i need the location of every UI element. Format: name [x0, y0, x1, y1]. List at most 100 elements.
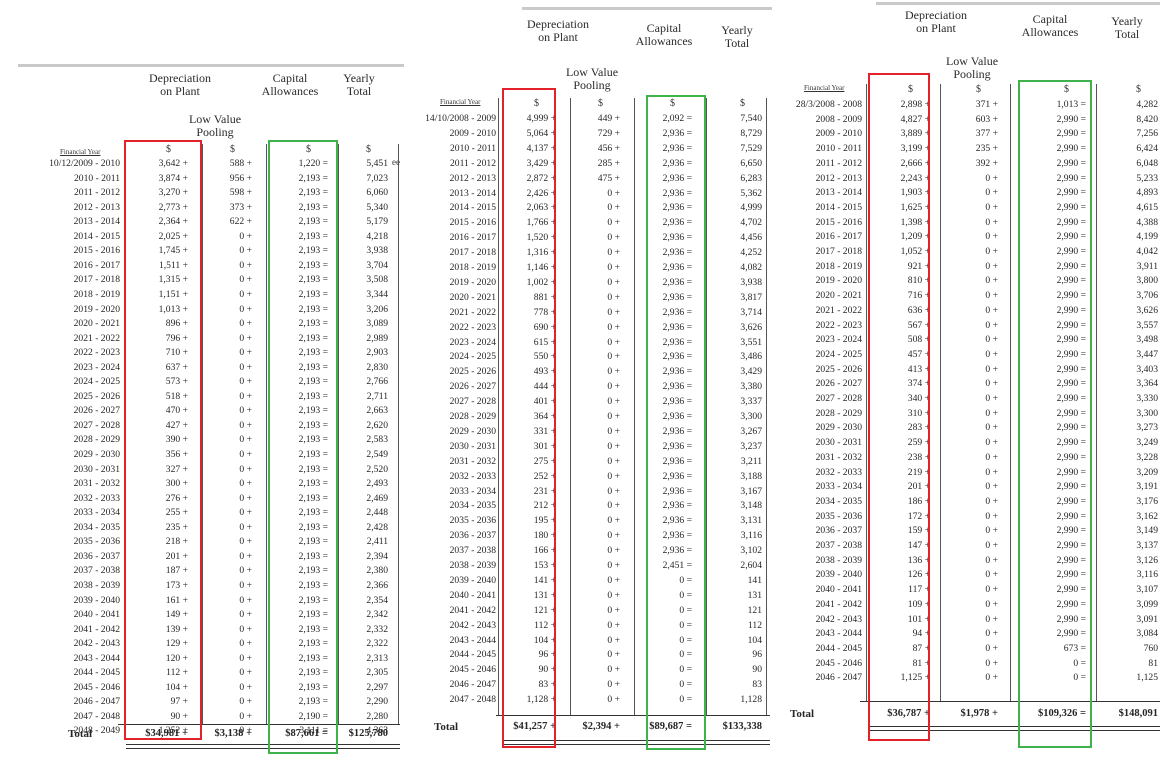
capital-cell: 2,193 =: [298, 303, 328, 315]
capital-cell: 2,193 =: [298, 230, 328, 242]
capital-cell: 2,936 =: [662, 306, 692, 318]
capital-cell: 2,193 =: [298, 245, 328, 257]
yearly-total-cell: 4,615: [1136, 201, 1158, 213]
depreciation-highlight-box: [124, 140, 202, 740]
capital-cell: 2,990 =: [1056, 143, 1086, 155]
table-row: 2048 - 2049 1,252 + 0 + 3,111 = 4,363: [0, 725, 400, 740]
low-value-heading: Low Value Pooling: [188, 112, 242, 139]
depreciation-cell: 131 +: [533, 589, 556, 601]
depreciation-cell: 716 +: [907, 290, 930, 302]
year-cell: 2032 - 2033: [815, 466, 862, 478]
table-row: 2023 - 2024 615 + 0 + 2,936 = 3,551: [400, 337, 800, 352]
capital-cell: 2,990 =: [1056, 628, 1086, 640]
yearly-total-cell: 4,218: [366, 230, 388, 242]
column-rule: [202, 144, 203, 724]
low-value-cell: 0 +: [985, 422, 998, 434]
yearly-total-cell: 4,702: [740, 217, 762, 229]
currency-symbol: $: [670, 98, 675, 109]
table-row: 2027 - 2028 401 + 0 + 2,936 = 3,337: [400, 396, 800, 411]
double-rule: [126, 744, 400, 749]
yearly-total-cell: 3,508: [366, 274, 388, 286]
year-cell: 2030 - 2031: [449, 440, 496, 452]
table-row: 2018 - 2019 1,146 + 0 + 2,936 = 4,082: [400, 262, 800, 277]
low-value-cell: 0 +: [985, 657, 998, 669]
low-value-cell: 0 +: [607, 247, 620, 259]
year-cell: 2029 - 2030: [815, 422, 862, 434]
year-cell: 2021 - 2022: [815, 304, 862, 316]
financial-year-label: Financial Year: [440, 98, 481, 106]
depreciation-cell: 5,064 +: [526, 127, 556, 139]
yearly-total-cell: 3,167: [740, 485, 762, 497]
low-value-cell: 0 +: [239, 434, 252, 446]
depreciation-heading: Depreciation on Plant: [905, 8, 967, 35]
capital-cell: 2,936 =: [662, 545, 692, 557]
table-row: 2046 - 2047 1,125 + 0 + 0 = 1,125: [776, 672, 1160, 687]
depreciation-cell: 1,128 +: [526, 694, 556, 706]
capital-cell: 0 =: [679, 664, 692, 676]
low-value-cell: 0 +: [239, 405, 252, 417]
low-value-cell: 0 +: [607, 276, 620, 288]
low-value-cell: 0 +: [239, 376, 252, 388]
capital-cell: 0 =: [679, 619, 692, 631]
low-value-cell: 392 +: [975, 157, 998, 169]
capital-cell: 2,936 =: [662, 396, 692, 408]
capital-cell: 2,936 =: [662, 336, 692, 348]
year-cell: 2021 - 2022: [73, 332, 120, 344]
table-row: 2034 - 2035 186 + 0 + 2,990 = 3,176: [776, 496, 1160, 511]
capital-cell: 1,220 =: [298, 158, 328, 169]
yearly-total-cell: 2,332: [366, 623, 388, 635]
column-rule: [1096, 84, 1097, 701]
yearly-total-cell: 8,729: [740, 127, 762, 139]
table-row: 2025 - 2026 493 + 0 + 2,936 = 3,429: [400, 366, 800, 381]
capital-cell: 2,193 =: [298, 288, 328, 300]
column-rule: [766, 98, 767, 715]
capital-cell: 2,193 =: [298, 609, 328, 621]
capital-cell: 2,193 =: [298, 449, 328, 460]
year-cell: 2033 - 2034: [815, 481, 862, 493]
total-label: Total: [434, 721, 459, 733]
year-cell: 2040 - 2041: [73, 609, 120, 621]
capital-cell: 0 =: [1073, 672, 1086, 684]
table-row: 2029 - 2030 331 + 0 + 2,936 = 3,267: [400, 426, 800, 441]
table-row: 2025 - 2026 413 + 0 + 2,990 = 3,403: [776, 364, 1160, 379]
capital-cell: 2,936 =: [662, 247, 692, 259]
depreciation-cell: 3,642 +: [158, 158, 188, 169]
low-value-cell: 0 +: [985, 554, 998, 566]
low-value-cell: 603 +: [975, 113, 998, 125]
capital-cell: 2,990 =: [1056, 598, 1086, 610]
depreciation-cell: 1,151 +: [158, 288, 188, 300]
depreciation-cell: 1,766 +: [526, 217, 556, 229]
low-value-cell: 0 +: [607, 649, 620, 661]
capital-cell: 2,936 =: [662, 485, 692, 497]
year-cell: 2031 - 2032: [73, 478, 120, 490]
yearly-total-cell: 3,300: [740, 411, 762, 422]
capital-cell: 2,193 =: [298, 376, 328, 388]
table-row: 2021 - 2022 796 + 0 + 2,193 = 2,989: [0, 333, 400, 348]
year-cell: 2013 - 2014: [815, 187, 862, 199]
table-row: 2028 - 2029 310 + 0 + 2,990 = 3,300: [776, 408, 1160, 423]
depreciation-cell: 1,013 +: [158, 303, 188, 315]
yearly-total-cell: 3,237: [740, 440, 762, 452]
year-cell: 2041 - 2042: [449, 604, 496, 616]
year-cell: 2035 - 2036: [449, 515, 496, 527]
depreciation-cell: 1,209 +: [900, 231, 930, 243]
table-row: 2045 - 2046 104 + 0 + 2,193 = 2,297: [0, 682, 400, 697]
total-low-value: $2,394 +: [582, 721, 620, 732]
low-value-cell: 0 +: [985, 275, 998, 287]
capital-cell: 2,936 =: [662, 142, 692, 154]
low-value-cell: 456 +: [597, 142, 620, 154]
year-cell: 2036 - 2037: [73, 550, 120, 562]
total-yearly: $133,338: [722, 721, 762, 732]
table-row: 2010 - 2011 4,137 + 456 + 2,936 = 7,529: [400, 143, 800, 158]
year-cell: 2018 - 2019: [73, 288, 120, 300]
depreciation-cell: 276 +: [165, 492, 188, 504]
year-cell: 2011 - 2012: [73, 187, 120, 199]
yearly-total-cell: 90: [752, 664, 762, 676]
depreciation-cell: 690 +: [533, 321, 556, 333]
low-value-cell: 0 +: [239, 667, 252, 679]
table-row: 2032 - 2033 252 + 0 + 2,936 = 3,188: [400, 471, 800, 486]
table-row: 2024 - 2025 457 + 0 + 2,990 = 3,447: [776, 349, 1160, 364]
depreciation-cell: 1,520 +: [526, 232, 556, 244]
table-row: 2017 - 2018 1,052 + 0 + 2,990 = 4,042: [776, 246, 1160, 261]
capital-cell: 2,193 =: [298, 623, 328, 635]
